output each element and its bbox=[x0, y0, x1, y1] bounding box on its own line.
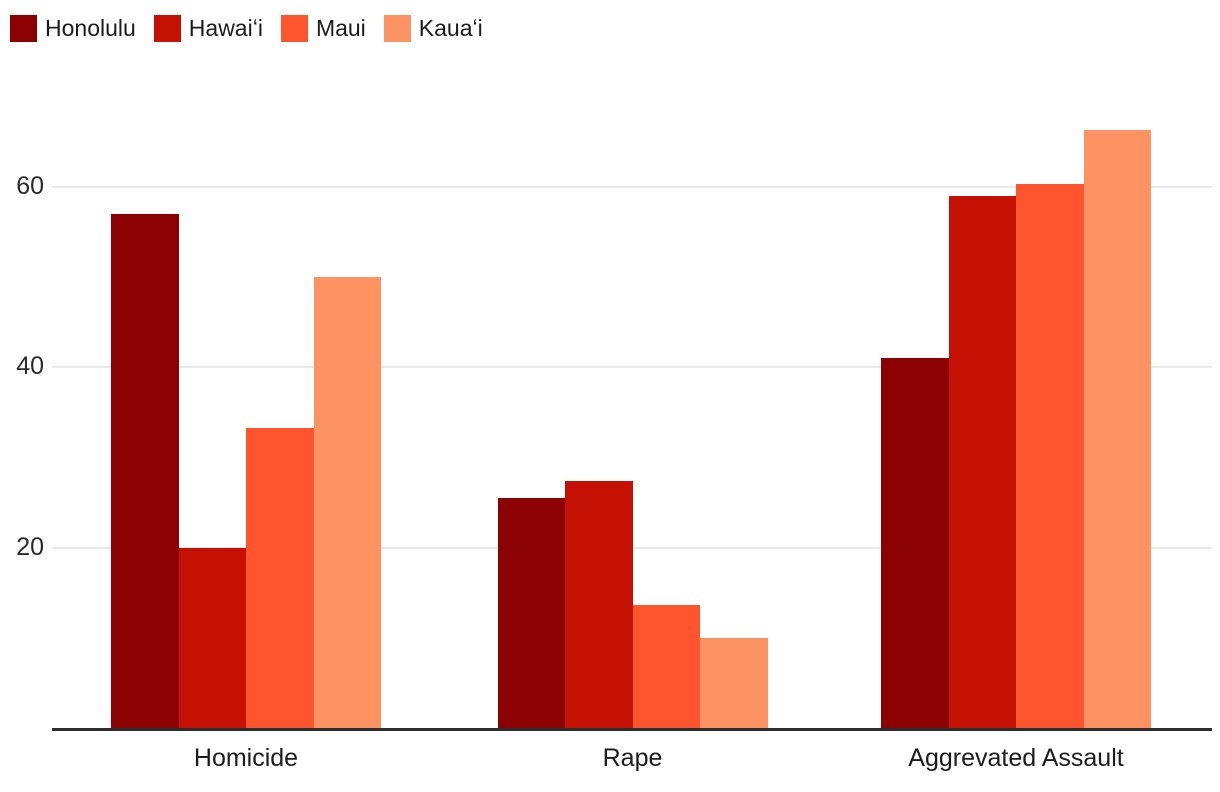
bar-kauai-rape bbox=[700, 638, 768, 729]
bar-hawaii-rape bbox=[565, 481, 633, 729]
chart-legend: Honolulu Hawaiʻi Maui Kauaʻi bbox=[10, 15, 483, 42]
bar-maui-rape bbox=[632, 604, 700, 729]
x-axis-line bbox=[52, 728, 1212, 731]
gridline-60 bbox=[52, 185, 1212, 188]
x-axis-category-label: Rape bbox=[602, 744, 663, 772]
legend-swatch-kauai bbox=[383, 15, 411, 42]
legend-swatch-honolulu bbox=[10, 15, 37, 42]
y-axis-tick-label: 60 bbox=[16, 171, 44, 200]
legend-item-hawaii: Hawaiʻi bbox=[153, 15, 263, 42]
legend-label: Hawaiʻi bbox=[188, 15, 263, 41]
bar-group-homicide bbox=[111, 213, 381, 729]
bar-honolulu-aggrevated-assault bbox=[881, 358, 949, 729]
legend-item-maui: Maui bbox=[280, 15, 366, 42]
bar-honolulu-rape bbox=[497, 498, 565, 729]
gridline-40 bbox=[52, 366, 1212, 369]
bar-kauai-aggrevated-assault bbox=[1083, 129, 1151, 729]
bar-group-aggrevated-assault bbox=[881, 129, 1151, 729]
legend-label: Maui bbox=[315, 15, 366, 41]
x-axis-category-label: Homicide bbox=[193, 744, 299, 772]
legend-item-honolulu: Honolulu bbox=[10, 15, 136, 42]
y-axis-tick-label: 20 bbox=[16, 532, 44, 561]
legend-swatch-maui bbox=[280, 15, 308, 42]
legend-swatch-hawaii bbox=[153, 15, 181, 42]
y-axis-tick-label: 40 bbox=[16, 352, 44, 381]
bar-maui-aggrevated-assault bbox=[1016, 184, 1084, 729]
bar-group-rape bbox=[497, 481, 768, 729]
legend-item-kauai: Kauaʻi bbox=[383, 15, 483, 42]
x-axis-category-label: Aggrevated Assault bbox=[908, 744, 1124, 772]
legend-label: Honolulu bbox=[45, 15, 136, 41]
bar-honolulu-homicide bbox=[111, 213, 179, 729]
bar-kauai-homicide bbox=[313, 277, 381, 729]
bar-hawaii-homicide bbox=[178, 547, 246, 729]
bar-hawaii-aggrevated-assault bbox=[948, 195, 1016, 729]
bar-maui-homicide bbox=[246, 427, 314, 729]
legend-label: Kauaʻi bbox=[418, 15, 483, 41]
